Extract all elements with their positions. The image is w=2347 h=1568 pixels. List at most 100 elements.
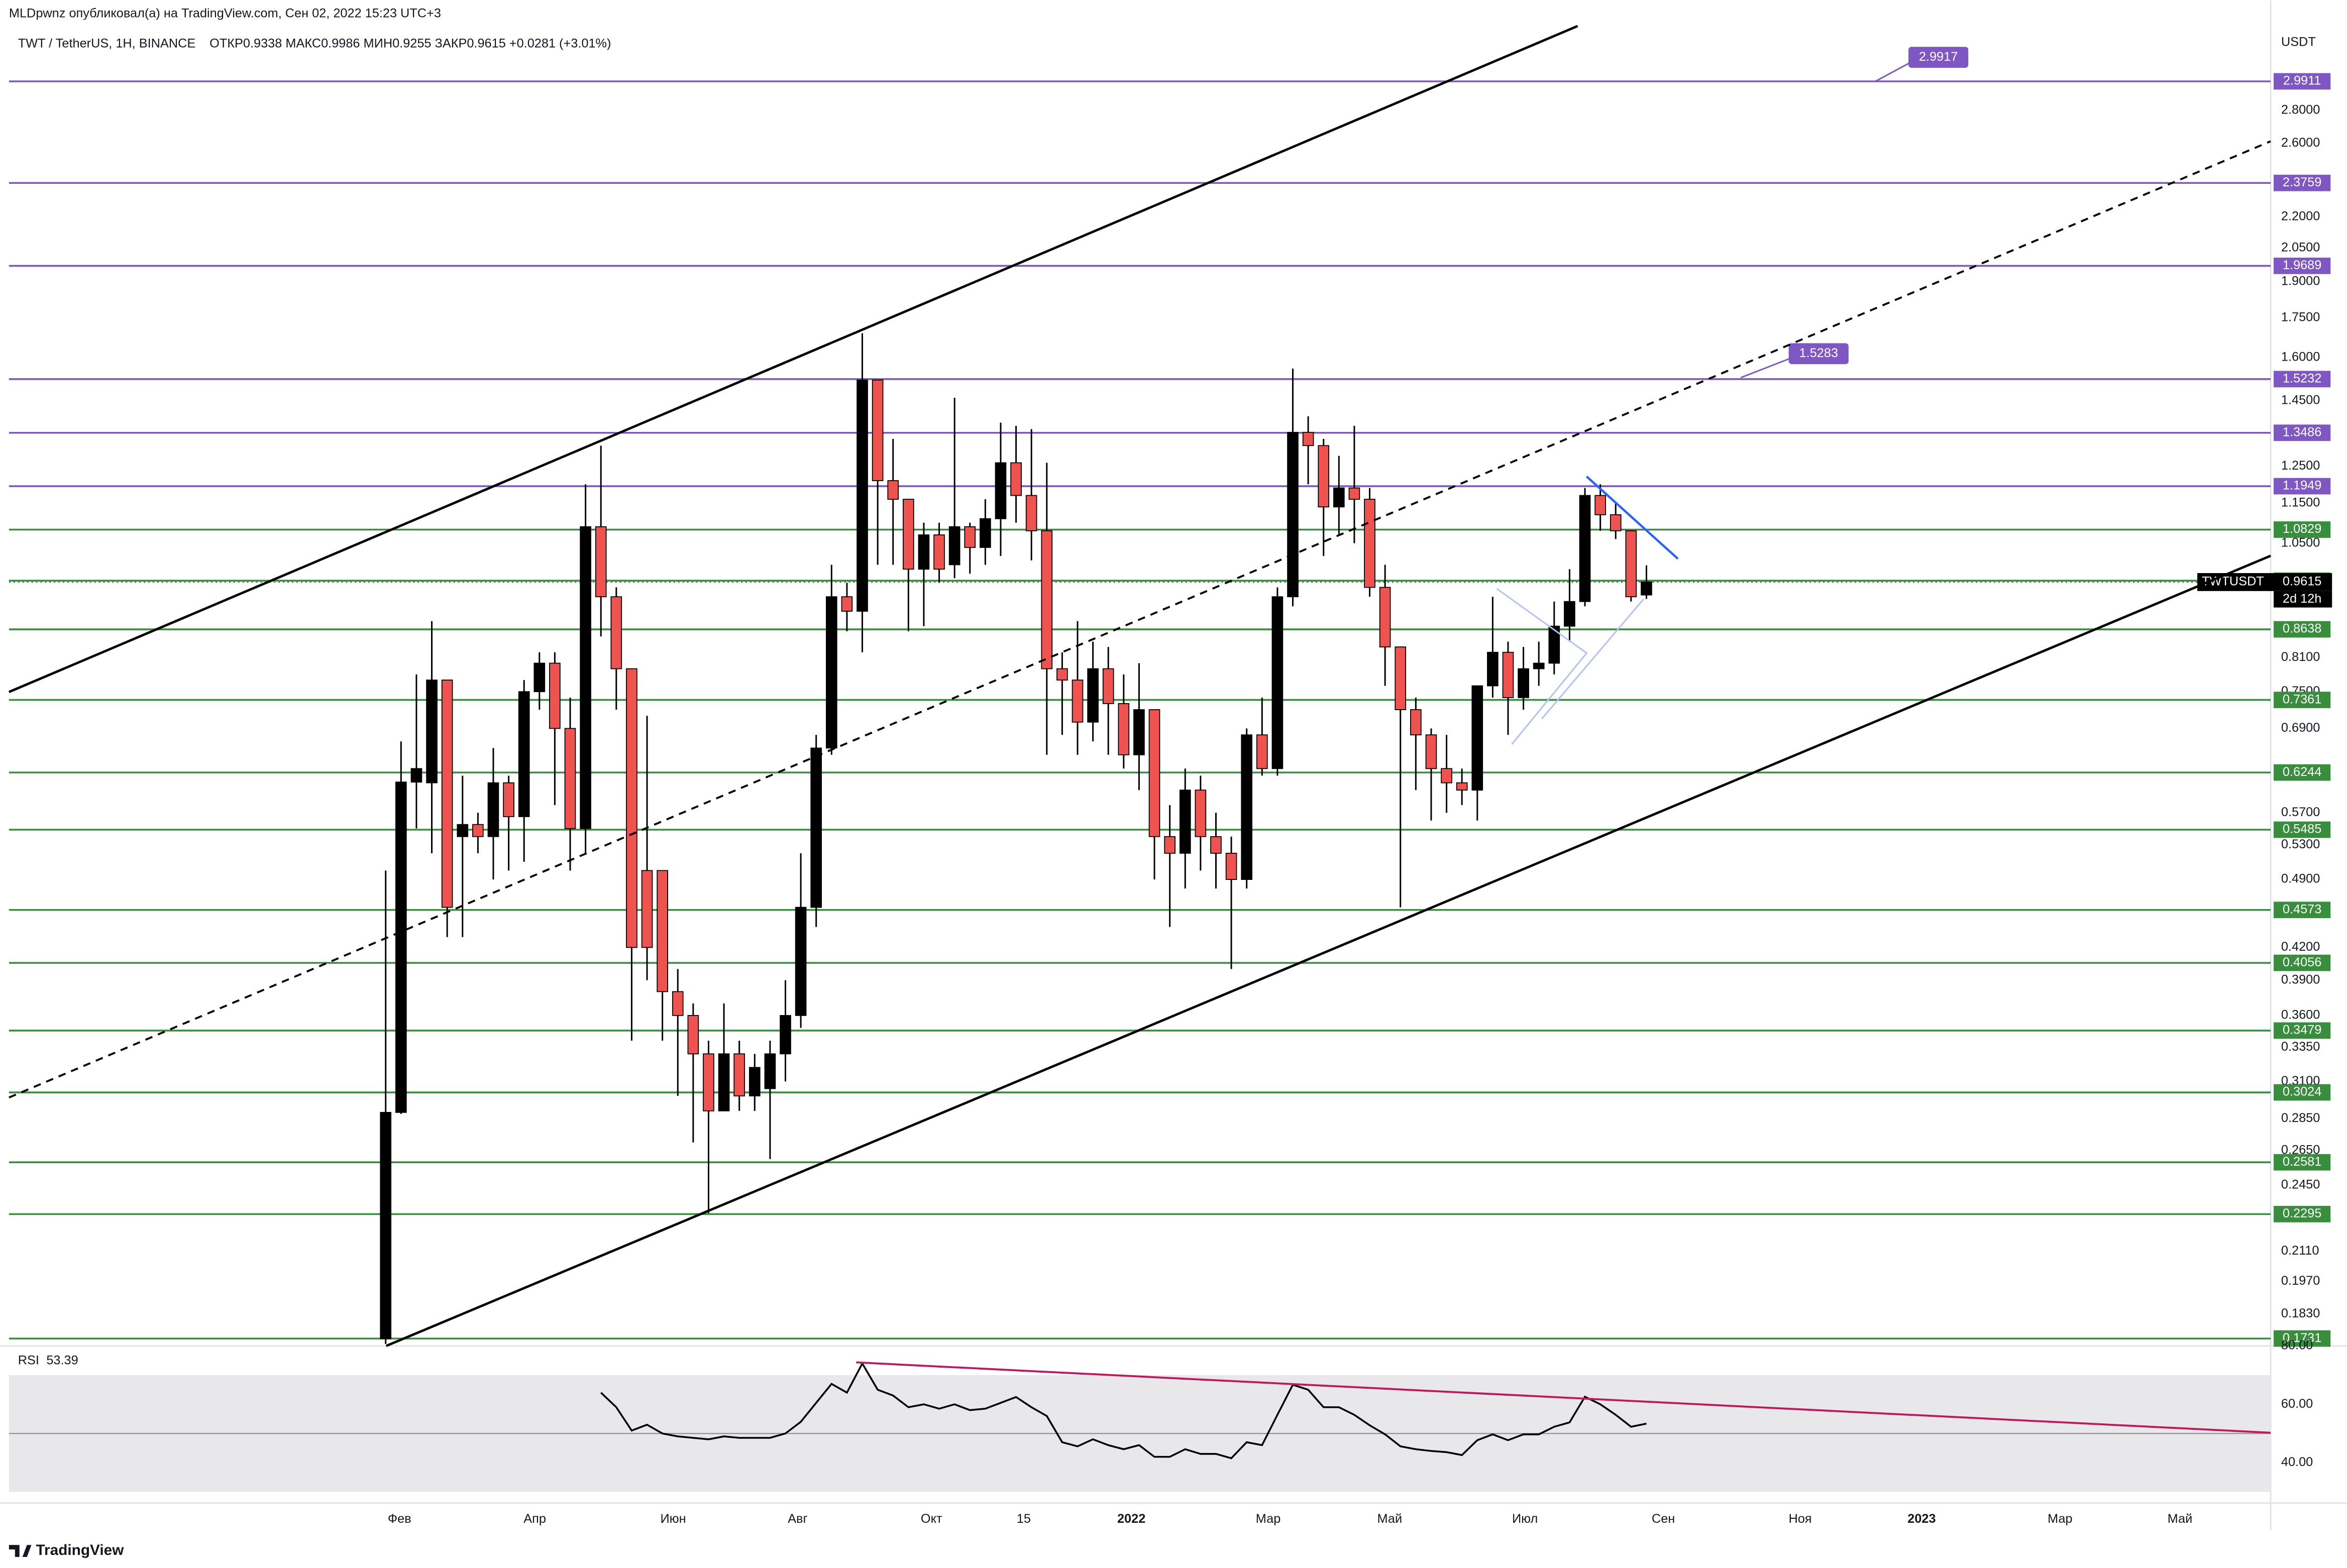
level-label-box (2274, 902, 2331, 919)
candle-body (872, 379, 884, 481)
candle-body (518, 691, 530, 817)
candle-body (1425, 734, 1437, 769)
level-label-box (2274, 478, 2331, 495)
callout-pointer (1740, 356, 1795, 379)
candle-body (1256, 734, 1268, 769)
level-label: 1.3486 (2283, 425, 2321, 439)
rsi-divergence-line (856, 1361, 2271, 1434)
brand: TradingView (36, 1542, 125, 1558)
candle-body (549, 662, 561, 729)
candle-body (1641, 582, 1652, 596)
channel-mid (9, 140, 2271, 1099)
candle-body (749, 1067, 761, 1096)
y-tick-label: 0.8100 (2281, 650, 2320, 664)
level-label: 0.7361 (2283, 692, 2321, 706)
candle-body (1302, 431, 1314, 446)
ohlc-legend: ОТКР0.9338 МАКС0.9986 МИН0.9255 ЗАКР0.96… (209, 36, 611, 50)
triangle-pattern (1496, 588, 1588, 745)
x-tick-label: Окт (921, 1512, 942, 1526)
candle-body (564, 728, 576, 829)
y-tick-label: 1.9000 (2281, 274, 2320, 288)
y-tick-label: 1.4500 (2281, 393, 2320, 407)
candle-body (1179, 790, 1191, 854)
candle-body (610, 596, 622, 669)
candle-body (933, 534, 945, 570)
candle-body (1348, 487, 1360, 500)
level-label-box (2274, 174, 2331, 191)
author: MLDpwnz опубликовал(а) на TradingView.co… (9, 7, 441, 21)
candle-body (995, 462, 1007, 519)
x-tick-label: Июн (660, 1512, 686, 1526)
level-label: 1.5232 (2283, 371, 2321, 385)
candle-body (903, 499, 914, 570)
y-tick-label: 1.6000 (2281, 350, 2320, 364)
currency: USDT (2281, 35, 2316, 49)
candle-body (580, 526, 591, 829)
level-label: 1.9689 (2283, 258, 2321, 272)
level-label: 0.3024 (2283, 1085, 2321, 1099)
candle-body (503, 782, 514, 817)
y-tick-label: 1.2500 (2281, 459, 2320, 473)
level-label: 2.3759 (2283, 175, 2321, 189)
candle-body (780, 1015, 791, 1055)
candle-body (764, 1053, 776, 1089)
candle-body (1548, 625, 1560, 664)
level-label: 0.3479 (2283, 1023, 2321, 1037)
level-label-box (2274, 1022, 2331, 1039)
y-tick-label: 0.2850 (2281, 1111, 2320, 1125)
trend-line (1585, 476, 1679, 560)
candle-body (687, 1015, 699, 1055)
level-label: 0.2295 (2283, 1206, 2321, 1220)
y-tick-label: 0.5300 (2281, 837, 2320, 851)
y-tick-label: 0.6900 (2281, 721, 2320, 735)
rsi-tick-label: 80.00 (2281, 1338, 2313, 1353)
countdown-box (2274, 591, 2332, 608)
y-tick-label: 0.3600 (2281, 1008, 2320, 1022)
candle-body (1487, 651, 1499, 687)
candle-body (395, 781, 407, 1113)
x-tick-label: Сен (1652, 1512, 1675, 1526)
candle-body (1072, 680, 1084, 723)
y-tick-label: 0.4200 (2281, 940, 2320, 954)
candle-body (441, 680, 453, 908)
candle-body (810, 747, 822, 908)
x-tick-label: Май (2168, 1512, 2193, 1526)
candle-body (980, 518, 991, 548)
candle-body (1333, 487, 1345, 508)
candle-body (1594, 495, 1606, 515)
candle-body (1579, 495, 1591, 602)
candle-body (1087, 668, 1099, 723)
level-label-box (2274, 954, 2331, 971)
candle-body (1287, 431, 1299, 598)
candle-body (534, 662, 546, 693)
y-tick-label: 2.2000 (2281, 209, 2320, 223)
drawings (8, 25, 2271, 1434)
candle-body (1225, 852, 1237, 880)
triangle-pattern (1541, 599, 1644, 720)
candle-body (841, 596, 853, 612)
rsi-value: 53.39 (46, 1353, 78, 1367)
candle-body (1271, 596, 1284, 769)
candle-body (1164, 836, 1176, 854)
candle-body (1564, 601, 1575, 627)
level-label: 0.8638 (2283, 622, 2321, 636)
y-tick-label: 0.1830 (2281, 1306, 2320, 1320)
logo-mark (9, 1545, 32, 1557)
candle-body (1210, 836, 1222, 854)
level-label-box (2274, 1330, 2331, 1347)
y-tick-label: 0.3350 (2281, 1040, 2320, 1054)
candle-body (1533, 662, 1545, 669)
candle-body (595, 526, 607, 598)
x-tick-label: Май (1377, 1512, 1403, 1526)
candle-body (457, 824, 469, 837)
y-tick-label: 0.2450 (2281, 1178, 2320, 1192)
x-tick-label: Фев (388, 1512, 411, 1526)
candle-body (1041, 530, 1053, 669)
candle-body (410, 768, 422, 783)
candle-body (1318, 445, 1330, 508)
x-tick-label: 2023 (1907, 1512, 1936, 1526)
y-tick-label: 0.5700 (2281, 805, 2320, 819)
level-label: 0.2581 (2283, 1155, 2321, 1169)
level-label-box (2274, 1084, 2331, 1101)
